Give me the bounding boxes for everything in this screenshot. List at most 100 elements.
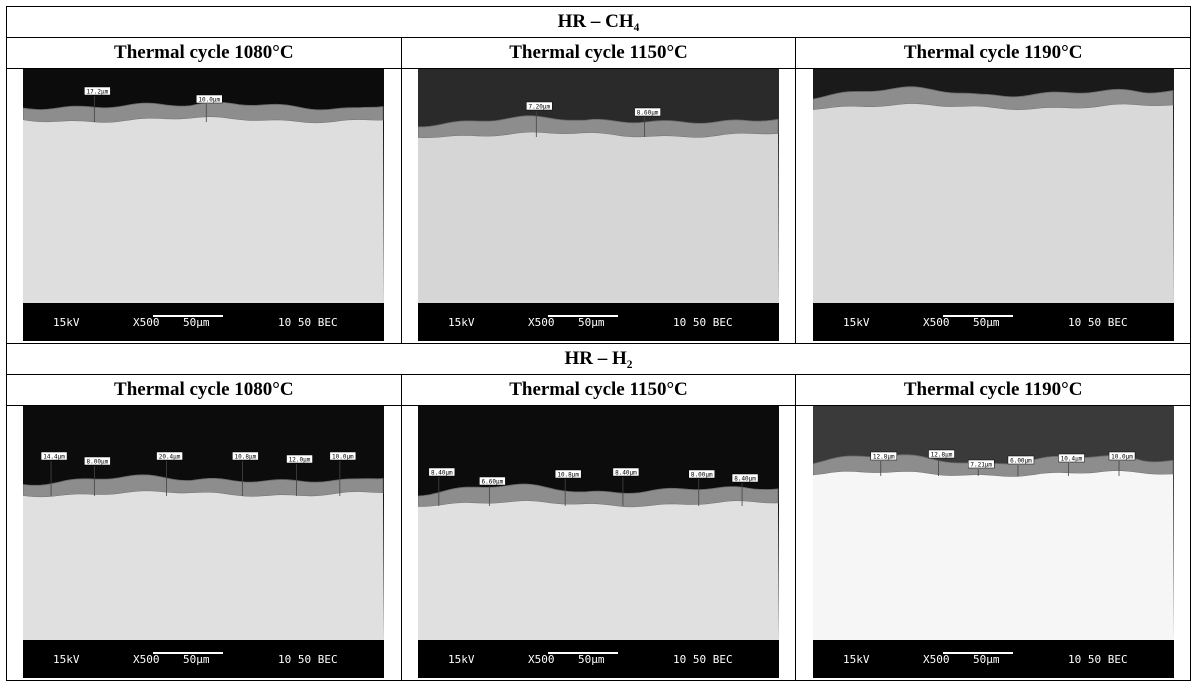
info-scale: 50µm xyxy=(578,653,605,666)
image-cell: 7.20µm 8.60µm 15kV X500 50µm 10 50 BEC xyxy=(400,68,797,344)
measure-label: 8.40µm xyxy=(734,476,756,483)
column-header: Thermal cycle 1190°C xyxy=(795,37,1191,69)
figure-table: HR – CH₄ Thermal cycle 1080°C Thermal cycl… xyxy=(6,6,1191,681)
substrate xyxy=(417,500,779,640)
image-row: 14.4µm 8.00µm 20.4µm 10.8µm 12.0µm 10.0µm 15kV… xyxy=(6,405,1191,681)
substrate xyxy=(812,103,1174,304)
measure-label: 12.8µm xyxy=(930,452,952,459)
info-voltage: 15kV xyxy=(53,316,80,329)
measure-label-box xyxy=(232,451,259,461)
measure-label-box xyxy=(526,101,553,111)
measure-label-box xyxy=(156,451,184,461)
measure-label: 10.4µm xyxy=(1060,456,1082,463)
info-voltage: 15kV xyxy=(448,316,475,329)
sem-image: 17.2µm 10.0µm 15kV X500 50µm 10 50 BEC xyxy=(23,69,385,341)
measure-label-box xyxy=(196,94,223,104)
info-bar xyxy=(23,640,385,678)
info-magnification: X500 xyxy=(923,316,950,329)
info-voltage: 15kV xyxy=(843,653,870,666)
measure-label-box xyxy=(329,451,357,461)
info-voltage: 15kV xyxy=(448,653,475,666)
section-row: HR – H₂ xyxy=(6,343,1191,375)
info-bar xyxy=(23,303,385,341)
section-row: HR – CH₄ xyxy=(6,6,1191,38)
info-scale: 50µm xyxy=(183,653,210,666)
measure-label: 10.8µm xyxy=(557,472,579,479)
measure-label: 8.00µm xyxy=(87,459,109,466)
column-header: Thermal cycle 1080°C xyxy=(6,37,402,69)
measure-label: 6.00µm xyxy=(1010,458,1032,465)
sem-image: 7.20µm 8.60µm 15kV X500 50µm 10 50 BEC xyxy=(417,69,779,341)
info-scale: 50µm xyxy=(973,653,1000,666)
measure-label: 14.4µm xyxy=(44,454,66,461)
sem-image: 8.40µm 6.60µm 10.8µm 8.40µm 8.00µm 8.40µm 15kV… xyxy=(417,406,779,678)
info-code: 10 50 BEC xyxy=(673,653,733,666)
info-code: 10 50 BEC xyxy=(1068,316,1128,329)
measure-label: 7.20µm xyxy=(528,104,550,111)
measure-label-box xyxy=(1007,455,1034,465)
measure-label: 10.8µm xyxy=(235,454,257,461)
column-header: Thermal cycle 1080°C xyxy=(6,374,402,406)
info-scale: 50µm xyxy=(183,316,210,329)
measure-label: 10.0µm xyxy=(199,97,221,104)
column-header: Thermal cycle 1190°C xyxy=(795,374,1191,406)
measure-label: 12.0µm xyxy=(289,457,311,464)
measure-label-box xyxy=(967,459,995,469)
measure-label-box xyxy=(428,467,456,477)
image-cell: 12.8µm 12.8µm 7.21µm 6.00µm 10.4µm 10.0µm 15kV… xyxy=(795,405,1191,681)
measure-label-box xyxy=(870,451,897,461)
measure-label-box xyxy=(1108,451,1135,461)
info-scale: 50µm xyxy=(578,316,605,329)
image-row: 17.2µm 10.0µm 15kV X500 50µm 10 50 BEC 7.20µm 8… xyxy=(6,68,1191,344)
sem-image: 12.8µm 12.8µm 7.21µm 6.00µm 10.4µm 10.0µm 15kV… xyxy=(812,406,1174,678)
measure-label-box xyxy=(84,86,111,96)
measure-label-box xyxy=(634,107,661,117)
column-header: Thermal cycle 1150°C xyxy=(400,374,797,406)
measure-label: 8.60µm xyxy=(637,110,659,117)
info-scale: 50µm xyxy=(973,316,1000,329)
measure-label-box xyxy=(479,476,506,486)
info-magnification: X500 xyxy=(133,653,160,666)
section-title: HR – H₂ xyxy=(6,343,1191,375)
info-code: 10 50 BEC xyxy=(673,316,733,329)
measure-label-box xyxy=(688,469,715,479)
measure-label: 12.8µm xyxy=(873,454,895,461)
info-magnification: X500 xyxy=(528,316,555,329)
info-bar xyxy=(812,303,1174,341)
header-row: Thermal cycle 1080°C Thermal cycle 1150°C… xyxy=(6,37,1191,69)
measure-label: 6.60µm xyxy=(482,479,504,486)
info-magnification: X500 xyxy=(923,653,950,666)
measure-label-box xyxy=(84,456,111,466)
image-cell: 14.4µm 8.00µm 20.4µm 10.8µm 12.0µm 10.0µm 15kV… xyxy=(6,405,402,681)
column-header: Thermal cycle 1150°C xyxy=(400,37,797,69)
info-code: 10 50 BEC xyxy=(278,316,338,329)
image-cell: 8.40µm 6.60µm 10.8µm 8.40µm 8.00µm 8.40µm 15kV… xyxy=(400,405,797,681)
measure-label-box xyxy=(554,469,582,479)
info-voltage: 15kV xyxy=(843,316,870,329)
substrate xyxy=(417,132,779,303)
sem-image: 15kV X500 50µm 10 50 BEC xyxy=(812,69,1174,341)
substrate xyxy=(23,491,385,640)
sem-image: 14.4µm 8.00µm 20.4µm 10.8µm 12.0µm 10.0µm 15kV… xyxy=(23,406,385,678)
image-cell: 15kV X500 50µm 10 50 BEC xyxy=(795,68,1191,344)
info-magnification: X500 xyxy=(528,653,555,666)
measure-label: 8.00µm xyxy=(691,472,713,479)
measure-label: 8.40µm xyxy=(431,470,453,477)
info-bar xyxy=(417,303,779,341)
header-row: Thermal cycle 1080°C Thermal cycle 1150°C… xyxy=(6,374,1191,406)
measure-label-box xyxy=(927,449,955,459)
figure: HR – CH₄ Thermal cycle 1080°C Thermal cycl… xyxy=(6,6,1191,681)
info-voltage: 15kV xyxy=(53,653,80,666)
info-bar xyxy=(812,640,1174,678)
substrate xyxy=(23,117,385,303)
image-cell: 17.2µm 10.0µm 15kV X500 50µm 10 50 BEC xyxy=(6,68,402,344)
info-magnification: X500 xyxy=(133,316,160,329)
info-code: 10 50 BEC xyxy=(1068,653,1128,666)
info-bar xyxy=(417,640,779,678)
measure-label: 7.21µm xyxy=(970,462,992,469)
measure-label-box xyxy=(41,451,68,461)
measure-label: 8.40µm xyxy=(615,470,637,477)
measure-label: 10.0µm xyxy=(1111,454,1133,461)
measure-label: 17.2µm xyxy=(87,89,109,96)
measure-label-box xyxy=(731,473,759,483)
